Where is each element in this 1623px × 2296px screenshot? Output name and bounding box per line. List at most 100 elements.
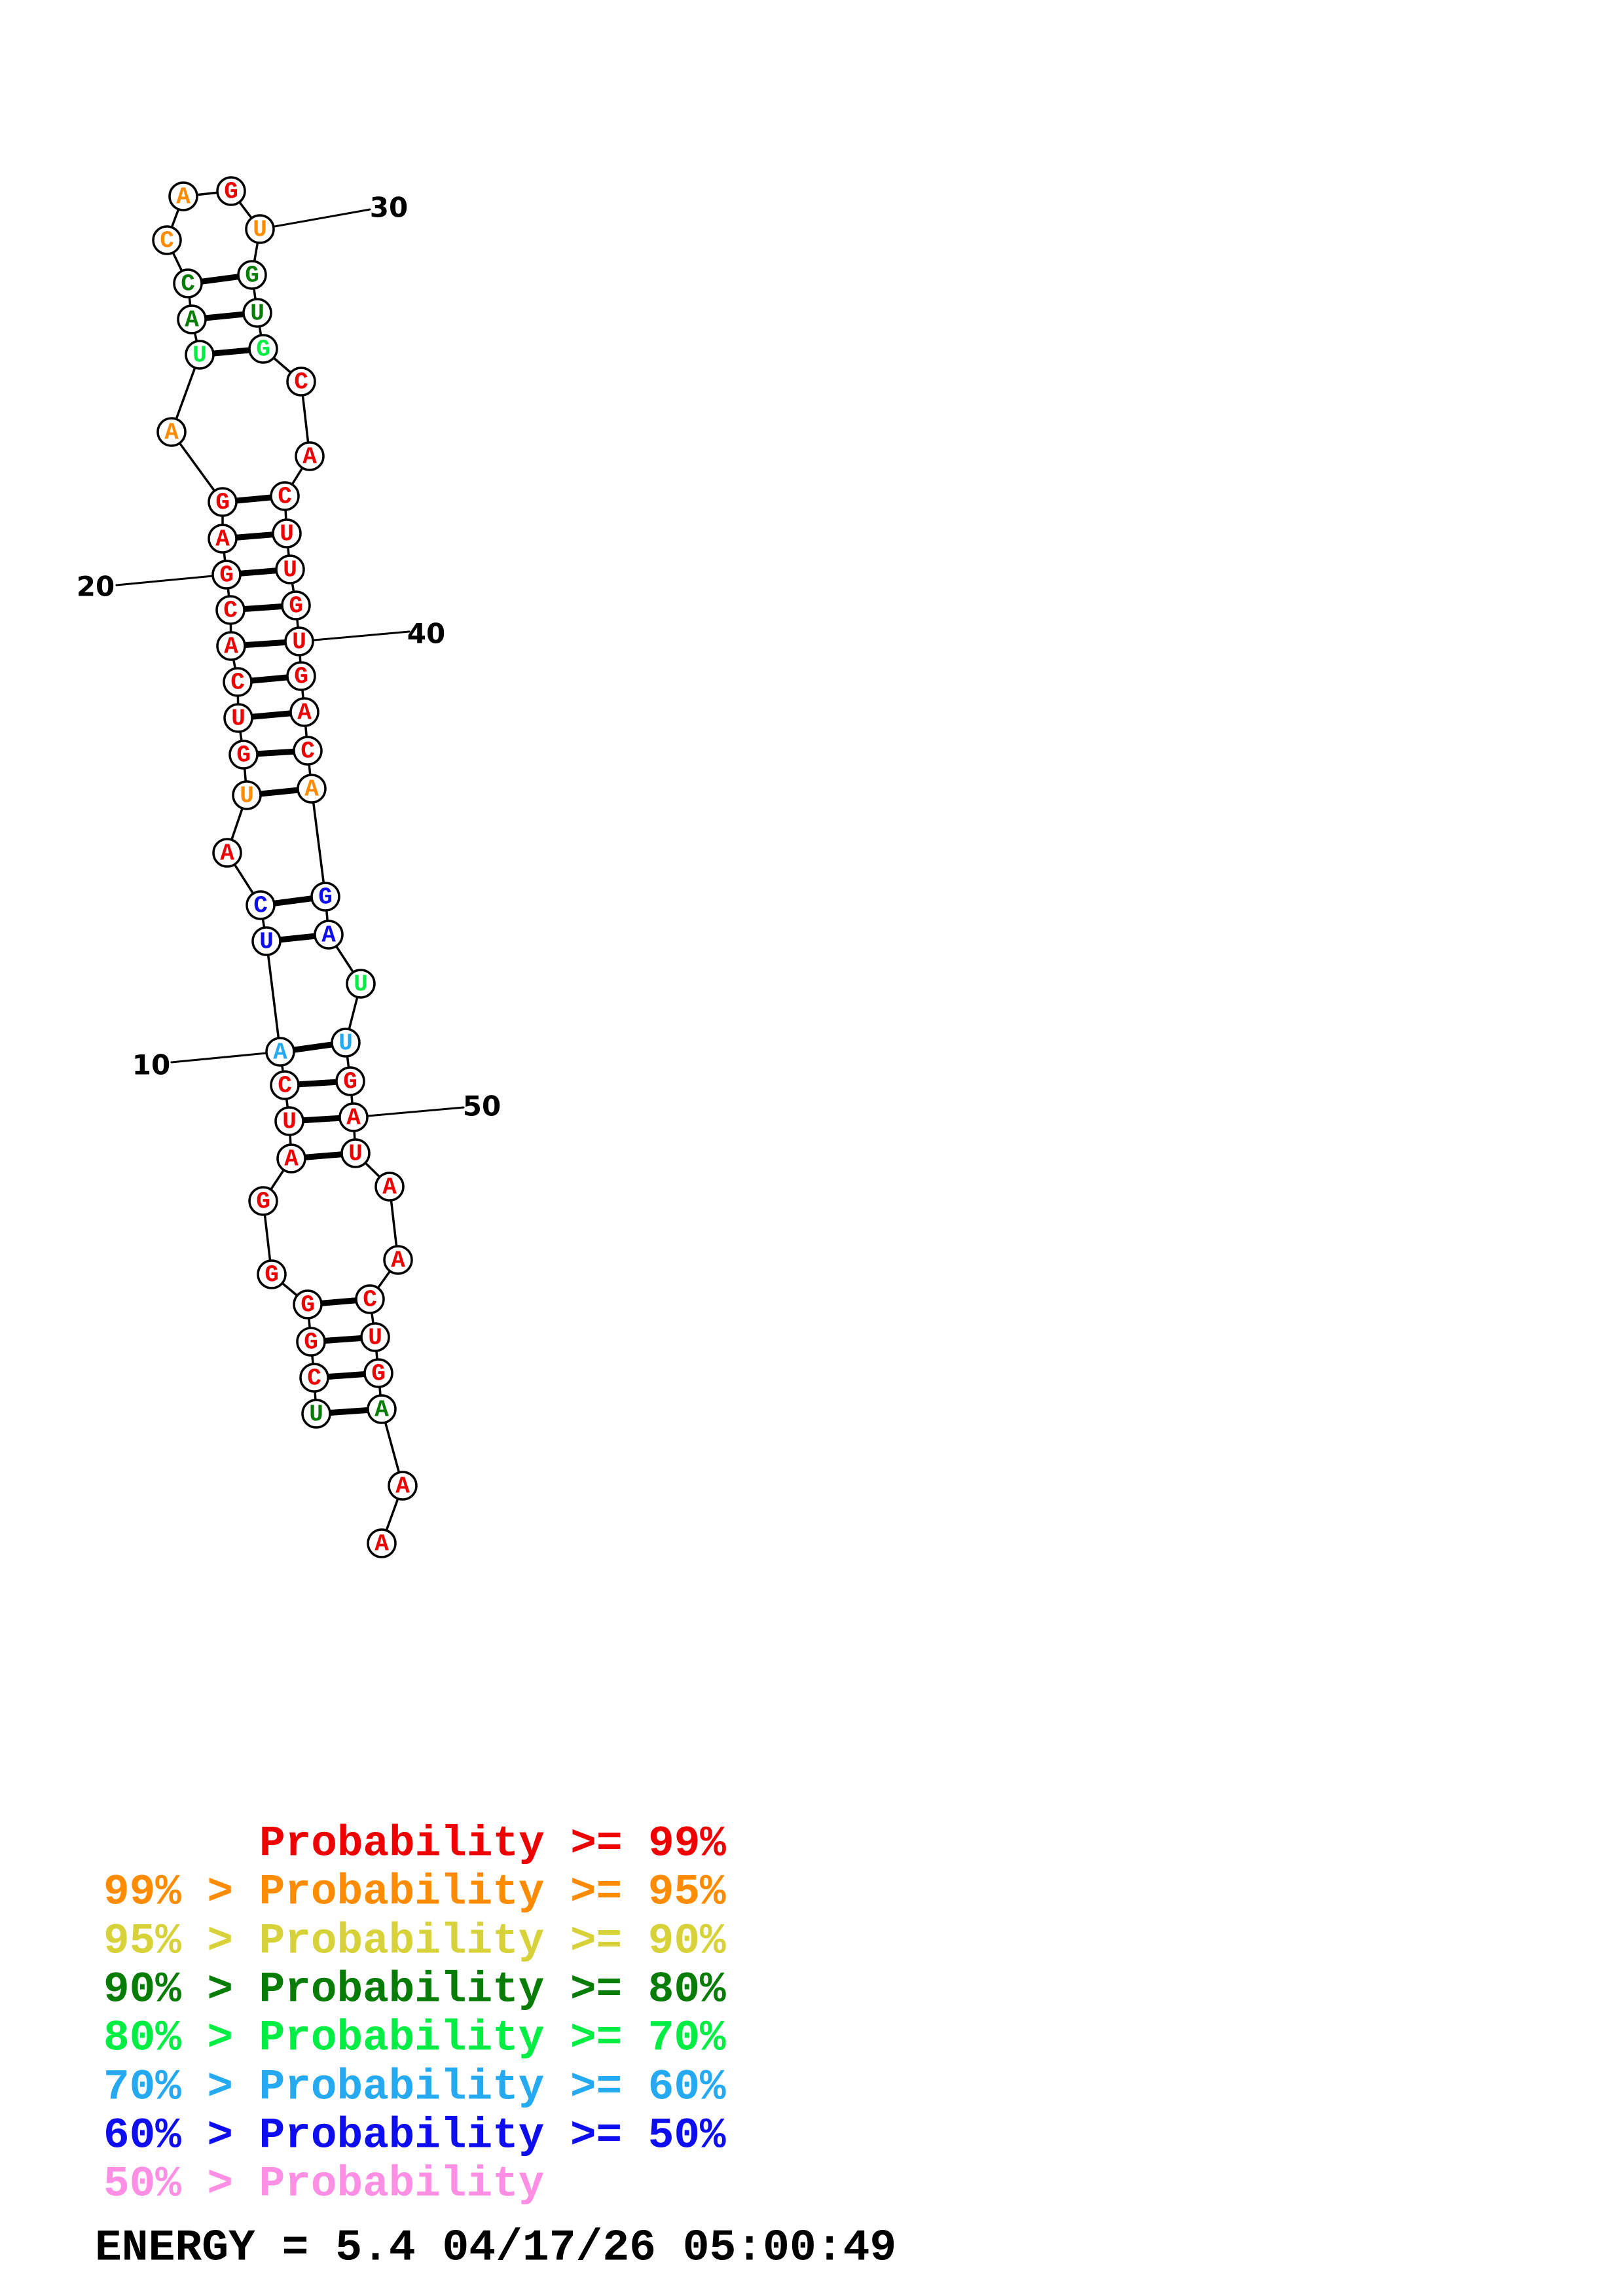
nucleotide-circle: [383, 1245, 413, 1275]
nucleotide-circle: [212, 838, 242, 868]
nucleotide-circle: [215, 595, 246, 625]
probability-legend: Probability >= 99%99% > Probability >= 9…: [103, 1820, 726, 2209]
nucleotide-base: A: [374, 1397, 389, 1424]
nucleotide-base: C: [294, 369, 308, 396]
nucleotide-base: G: [289, 593, 303, 620]
nucleotide-circle: [363, 1358, 393, 1388]
nucleotide-base: G: [343, 1069, 357, 1096]
nucleotide-circle: [152, 225, 182, 255]
position-leader-line: [170, 1050, 282, 1064]
nucleotide-base: C: [301, 738, 315, 765]
legend-row: 70% > Probability >= 60%: [103, 2063, 726, 2112]
position-number-label: 20: [77, 571, 115, 603]
backbone-segment: [265, 940, 282, 1053]
nucleotide-circle: [270, 481, 300, 511]
nucleotide-circle: [242, 298, 272, 328]
nucleotide-circle: [228, 740, 259, 770]
nucleotide-base: A: [176, 184, 191, 211]
nucleotide-circle: [216, 176, 246, 206]
backbone-segment: [310, 787, 327, 898]
nucleotide-circle: [265, 1037, 295, 1067]
nucleotide-base: C: [223, 598, 238, 624]
nucleotide-circle: [275, 554, 305, 584]
nucleotide-base: U: [283, 557, 297, 584]
nucleotide-circle: [293, 1289, 323, 1319]
nucleotide-circle: [274, 1106, 304, 1136]
nucleotide-circle: [281, 590, 311, 620]
nucleotide-base: C: [278, 1073, 292, 1100]
nucleotide-base: A: [164, 420, 179, 446]
nucleotide-circle: [208, 487, 238, 517]
nucleotide-circle: [257, 1259, 287, 1289]
nucleotide-circle: [216, 631, 246, 661]
nucleotide-base: U: [240, 783, 254, 810]
nucleotide-circle: [177, 304, 207, 334]
nucleotide-circle: [223, 667, 253, 697]
legend-row: 60% > Probability >= 50%: [103, 2111, 726, 2161]
nucleotide-base: A: [284, 1146, 299, 1173]
nucleotide-base: A: [273, 1039, 287, 1066]
nucleotide-circle: [173, 268, 203, 298]
nucleotide-circle: [293, 736, 323, 766]
nucleotide-base: U: [338, 1030, 353, 1057]
nucleotide-base: A: [382, 1174, 397, 1201]
nucleotide-circle: [338, 1102, 369, 1132]
nucleotide-circle: [301, 1399, 331, 1429]
nucleotide-base: G: [371, 1361, 386, 1388]
nucleotide-base: G: [301, 1292, 315, 1319]
nucleotide-base: U: [259, 929, 274, 956]
nucleotide-circle: [168, 181, 198, 211]
nucleotide-base: A: [297, 700, 312, 726]
nucleotide-circle: [223, 703, 253, 733]
nucleotide-base: G: [264, 1262, 279, 1289]
nucleotide-base: U: [309, 1401, 323, 1428]
nucleotide-base: C: [307, 1365, 321, 1392]
nucleotide-base: A: [395, 1473, 410, 1500]
nucleotide-circle: [296, 1327, 326, 1357]
nucleotide-circle: [299, 1363, 329, 1393]
nucleotide-base: U: [292, 629, 306, 656]
nucleotide-base: A: [304, 776, 319, 803]
nucleotide-circle: [297, 774, 327, 804]
nucleotide-circle: [251, 926, 282, 956]
energy-timestamp-text: ENERGY = 5.4 04/17/26 05:00:49: [95, 2223, 896, 2274]
nucleotide-circle: [245, 214, 275, 244]
nucleotide-base: G: [256, 1189, 270, 1215]
position-leader-line: [352, 1106, 465, 1119]
nucleotide-base: U: [354, 971, 368, 998]
nucleotide-base: G: [219, 562, 234, 589]
nucleotide-base: A: [346, 1105, 361, 1132]
nucleotide-base: C: [363, 1287, 377, 1314]
legend-row: 90% > Probability >= 80%: [103, 1965, 726, 2015]
nucleotide-base: A: [224, 634, 238, 660]
legend-row: Probability >= 99%: [259, 1820, 726, 1869]
nucleotide-base: A: [215, 526, 230, 553]
nucleotide-base: A: [391, 1247, 405, 1274]
nucleotide-base: C: [278, 484, 292, 511]
nucleotide-circle: [310, 882, 340, 912]
nucleotide-base: U: [192, 342, 207, 369]
nucleotide-circle: [211, 560, 242, 590]
nucleotide-circle: [286, 367, 316, 397]
nucleotide-base: G: [304, 1329, 318, 1356]
nucleotide-base: U: [348, 1141, 363, 1168]
nucleotide-base: G: [318, 884, 333, 911]
nucleotide-circle: [208, 524, 238, 554]
nucleotide-circle: [237, 260, 267, 290]
position-leader-line: [259, 208, 371, 230]
nucleotide-circle: [374, 1172, 405, 1202]
nucleotide-circle: [248, 334, 278, 364]
nucleotide-base: A: [321, 922, 336, 949]
nucleotide-circle: [185, 340, 215, 370]
nucleotide-circle: [284, 626, 314, 656]
nucleotide-base: G: [245, 262, 259, 289]
nucleotide-base: U: [253, 217, 267, 243]
nucleotide-circle: [248, 1186, 278, 1216]
nucleotide-circle: [367, 1528, 397, 1558]
nucleotide-base: G: [215, 490, 230, 516]
nucleotide-base: U: [280, 521, 294, 548]
nucleotide-circle: [289, 697, 319, 727]
